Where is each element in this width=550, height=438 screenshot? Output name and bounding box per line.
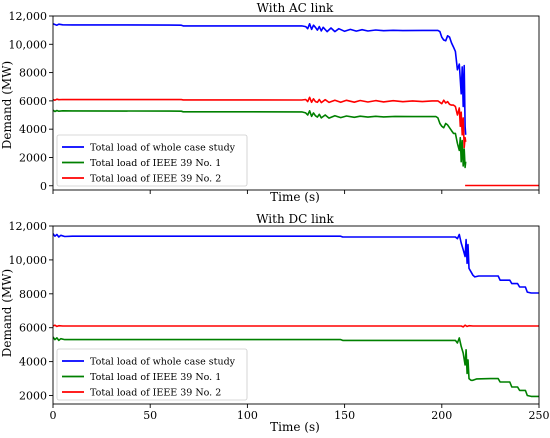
ac-chart-ylabel: Demand (MW) (0, 61, 14, 149)
ac-link-chart: With AC link Demand (MW) Time (s) 0 2000 4… (0, 1, 540, 204)
ac-legend-label-0: Total load of whole case study (90, 143, 236, 154)
dc-x-tick-label: 0 (50, 409, 57, 422)
dc-x-tick-label: 50 (143, 409, 157, 422)
dc-chart-series (53, 233, 539, 398)
dc-legend-label-2: Total load of IEEE 39 No. 2 (90, 388, 221, 399)
dc-chart-ticks: 0 50 100 150 200 250 2000 4000 6000 8000 10,000 12,… (9, 220, 550, 422)
dc-y-tick-label: 8000 (19, 288, 47, 301)
dc-legend-label-1: Total load of IEEE 39 No. 1 (90, 372, 221, 383)
ac-y-tick-label: 2000 (19, 151, 47, 164)
dc-chart-xlabel: Time (s) (270, 420, 320, 434)
ac-y-tick-label: 6000 (19, 95, 47, 108)
dc-y-tick-label: 2000 (19, 390, 47, 403)
ac-chart-legend: Total load of whole case study Total load… (56, 134, 248, 187)
ac-series-line-2 (53, 96, 467, 149)
ac-legend-label-1: Total load of IEEE 39 No. 1 (90, 158, 221, 169)
ac-y-tick-label: 4000 (19, 123, 47, 136)
ac-series-line-0 (53, 23, 467, 135)
dc-x-tick-label: 200 (431, 409, 452, 422)
dc-series-line-0 (53, 233, 539, 294)
ac-y-tick-label: 10,000 (9, 38, 48, 51)
ac-y-tick-label: 8000 (19, 67, 47, 80)
dc-link-chart: With DC link Demand (MW) Time (s) 0 50 100… (0, 212, 550, 434)
dc-y-tick-label: 6000 (19, 322, 47, 335)
dc-chart-title: With DC link (256, 212, 334, 226)
dc-legend-label-0: Total load of whole case study (90, 357, 236, 368)
dc-y-tick-label: 10,000 (9, 254, 48, 267)
ac-series-line-1 (53, 109, 467, 169)
ac-chart-ticks: 0 2000 4000 6000 8000 10,000 12,000 (9, 10, 540, 194)
dc-series-line-2 (53, 324, 539, 328)
dc-series-line-1 (53, 336, 539, 398)
dc-y-tick-label: 12,000 (9, 220, 48, 233)
ac-legend-label-2: Total load of IEEE 39 No. 2 (90, 174, 221, 185)
ac-chart-frame (52, 15, 540, 191)
dc-chart-legend: Total load of whole case study Total load… (56, 348, 248, 401)
ac-chart-xlabel: Time (s) (270, 190, 320, 204)
dc-y-tick-label: 4000 (19, 356, 47, 369)
dc-legend-box (56, 348, 248, 401)
ac-chart-title: With AC link (257, 1, 334, 15)
ac-chart-series (53, 23, 539, 187)
dc-x-tick-label: 100 (237, 409, 258, 422)
ac-y-tick-label: 0 (40, 180, 47, 193)
ac-y-tick-label: 12,000 (9, 10, 48, 23)
dc-chart-frame (52, 225, 540, 405)
dc-x-tick-label: 150 (334, 409, 355, 422)
dc-x-tick-label: 250 (529, 409, 550, 422)
ac-legend-box (56, 134, 248, 187)
dc-chart-ylabel: Demand (MW) (0, 269, 14, 357)
